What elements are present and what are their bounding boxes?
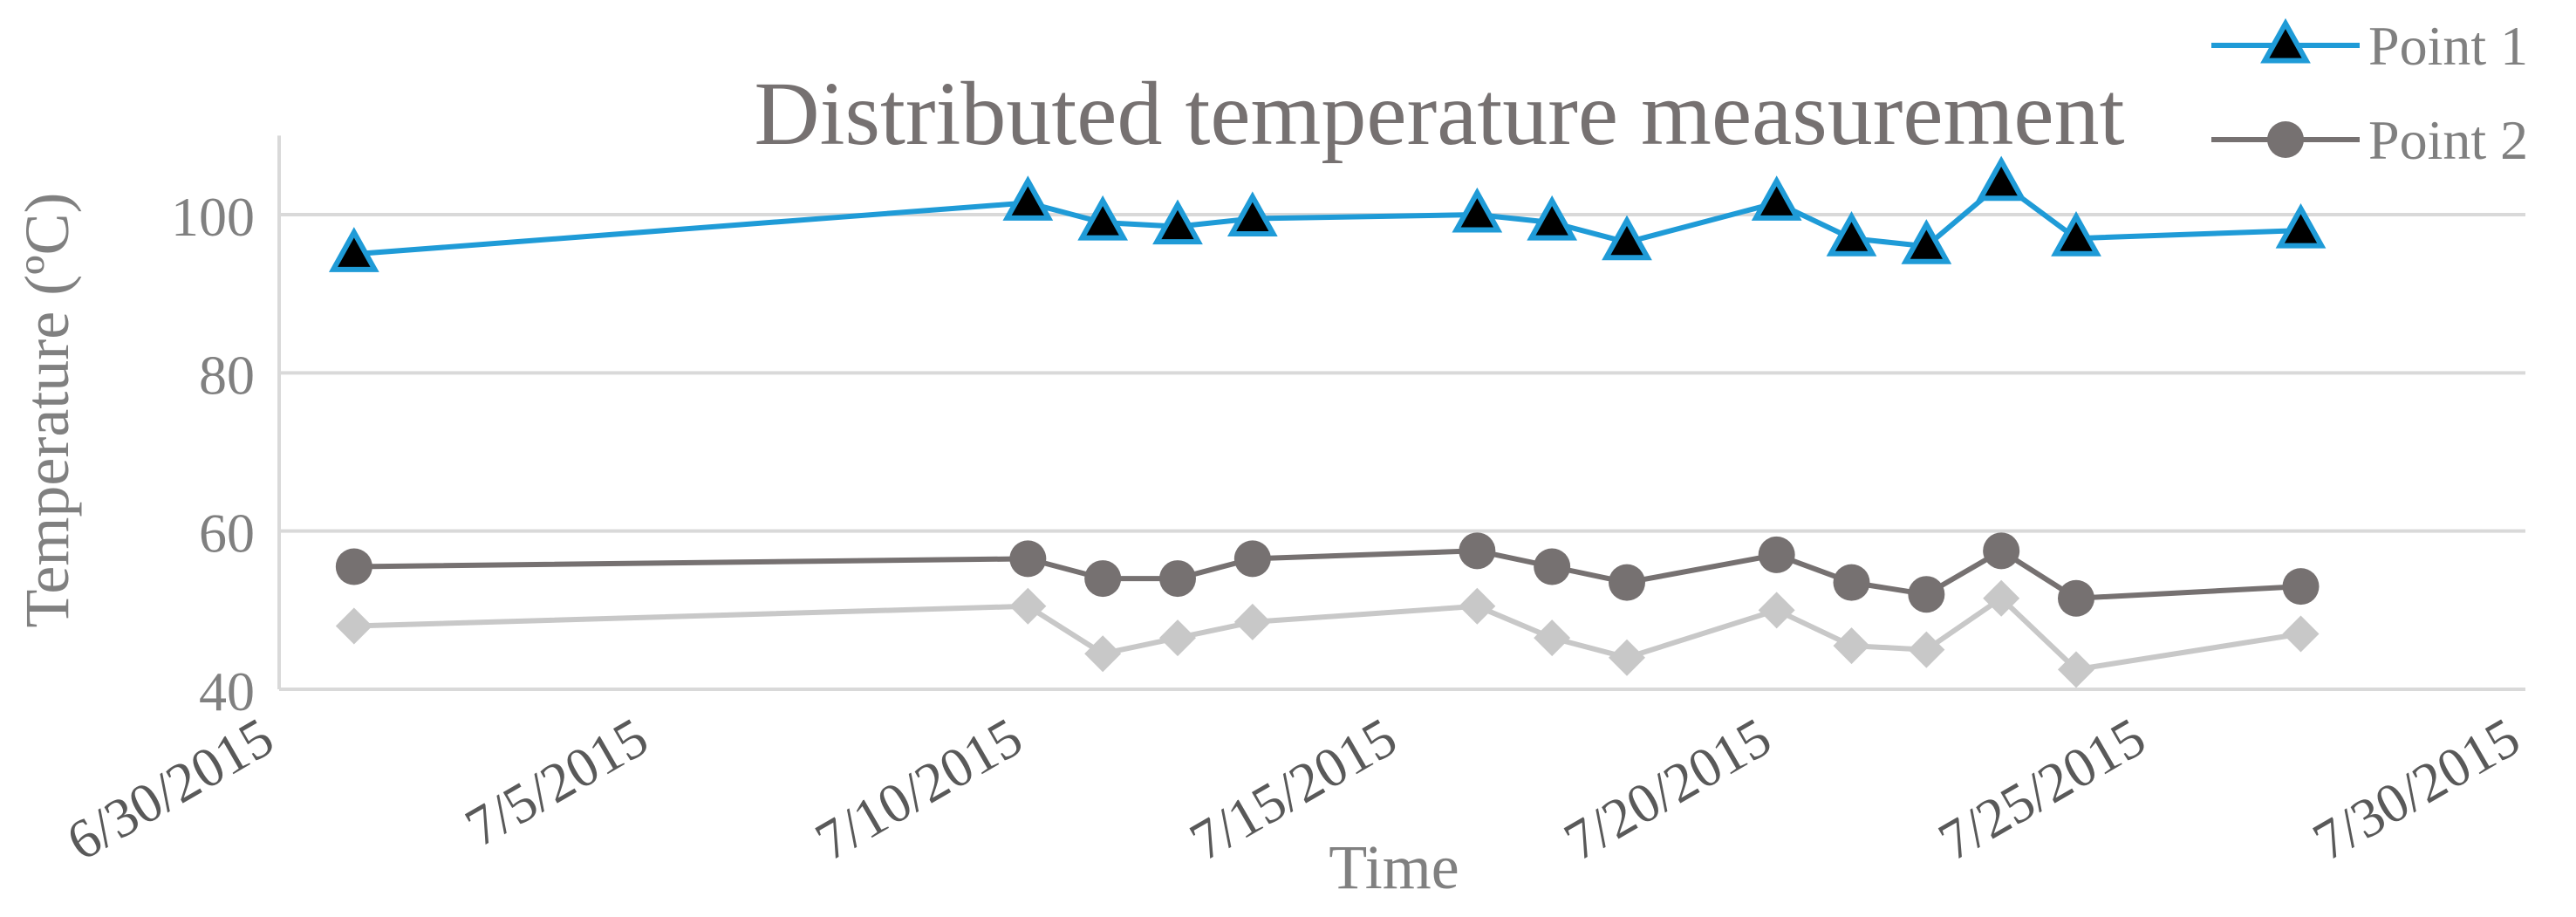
series-2 [335, 532, 2320, 617]
series-3-point [1983, 579, 2020, 617]
series-1-point [1602, 215, 1652, 261]
series-1-point [1901, 219, 1952, 264]
series-2-point [1983, 532, 2020, 570]
series-3-point [1908, 631, 1945, 668]
y-tick-label: 40 [199, 660, 255, 722]
legend-label: Point 2 [2368, 109, 2528, 171]
series-3-point [2058, 651, 2094, 688]
series-3-point [1609, 639, 1645, 676]
series-1-point [1751, 175, 1802, 221]
series-2-point [1159, 560, 1196, 598]
series-2-point [1084, 560, 1122, 598]
legend-label: Point 1 [2368, 15, 2528, 77]
series-2-point [1009, 540, 1047, 578]
series-3-point [1159, 619, 1196, 657]
chart-title: Distributed temperature measurement [755, 64, 2125, 164]
series-1-point [2275, 202, 2327, 249]
series-2-point [2282, 568, 2320, 606]
series [328, 155, 2327, 688]
x-tick-label: 7/5/2015 [455, 706, 659, 859]
x-tick-label: 7/25/2015 [1929, 706, 2156, 873]
series-2-point [2058, 579, 2094, 617]
legend-item-1: Point 1 [2211, 15, 2528, 77]
legend-item-2: Point 2 [2211, 109, 2528, 171]
y-axis-label: Temperature (ºC) [12, 192, 82, 627]
x-tick-label: 6/30/2015 [57, 706, 284, 873]
series-2-point [335, 548, 372, 585]
legend: Point 1 Point 2 [2211, 15, 2528, 171]
series-1-point [1152, 199, 1203, 245]
y-tick-labels: 40 60 80 100 [171, 186, 255, 722]
series-2-point [1459, 532, 1496, 570]
series-1-point [328, 227, 379, 272]
series-3-point [1009, 587, 1047, 625]
series-2-point [1833, 564, 1870, 601]
series-3-point [1084, 635, 1122, 673]
axes [277, 135, 2525, 691]
series-3-point [1758, 592, 1795, 629]
x-tick-labels: 6/30/2015 7/5/2015 7/10/2015 7/15/2015 7/20/… [57, 706, 2530, 873]
x-tick-label: 7/10/2015 [805, 706, 1032, 873]
series-3-point [2282, 615, 2320, 653]
series-3-point [1233, 603, 1271, 640]
series-2-point [1609, 564, 1645, 601]
series-1-point [1527, 195, 1578, 241]
series-1-point [1077, 195, 1129, 241]
series-1-point [1976, 155, 2027, 202]
x-tick-label: 7/20/2015 [1554, 706, 1780, 873]
series-2-point [1233, 540, 1271, 578]
series-1-point [1826, 211, 1877, 257]
y-tick-label: 60 [199, 503, 255, 565]
series-1 [328, 155, 2327, 272]
series-3-point [1833, 627, 1870, 665]
series-2-point [1534, 548, 1571, 585]
series-2-point [1758, 536, 1795, 573]
series-1-point [1227, 191, 1278, 237]
series-1-point [2051, 211, 2101, 257]
legend-marker [2260, 17, 2311, 64]
y-tick-label: 100 [171, 186, 255, 248]
x-tick-label: 7/30/2015 [2303, 706, 2530, 873]
series-3 [335, 579, 2320, 688]
series-3-point [1534, 619, 1571, 657]
series-1-point [1002, 175, 1054, 221]
x-axis-label: Time [1329, 832, 1459, 902]
legend-marker [2267, 121, 2304, 158]
series-2-point [1908, 576, 1945, 613]
series-3-point [335, 607, 372, 645]
series-3-point [1459, 587, 1496, 625]
y-tick-label: 80 [199, 344, 255, 406]
series-1-point [1452, 187, 1503, 233]
